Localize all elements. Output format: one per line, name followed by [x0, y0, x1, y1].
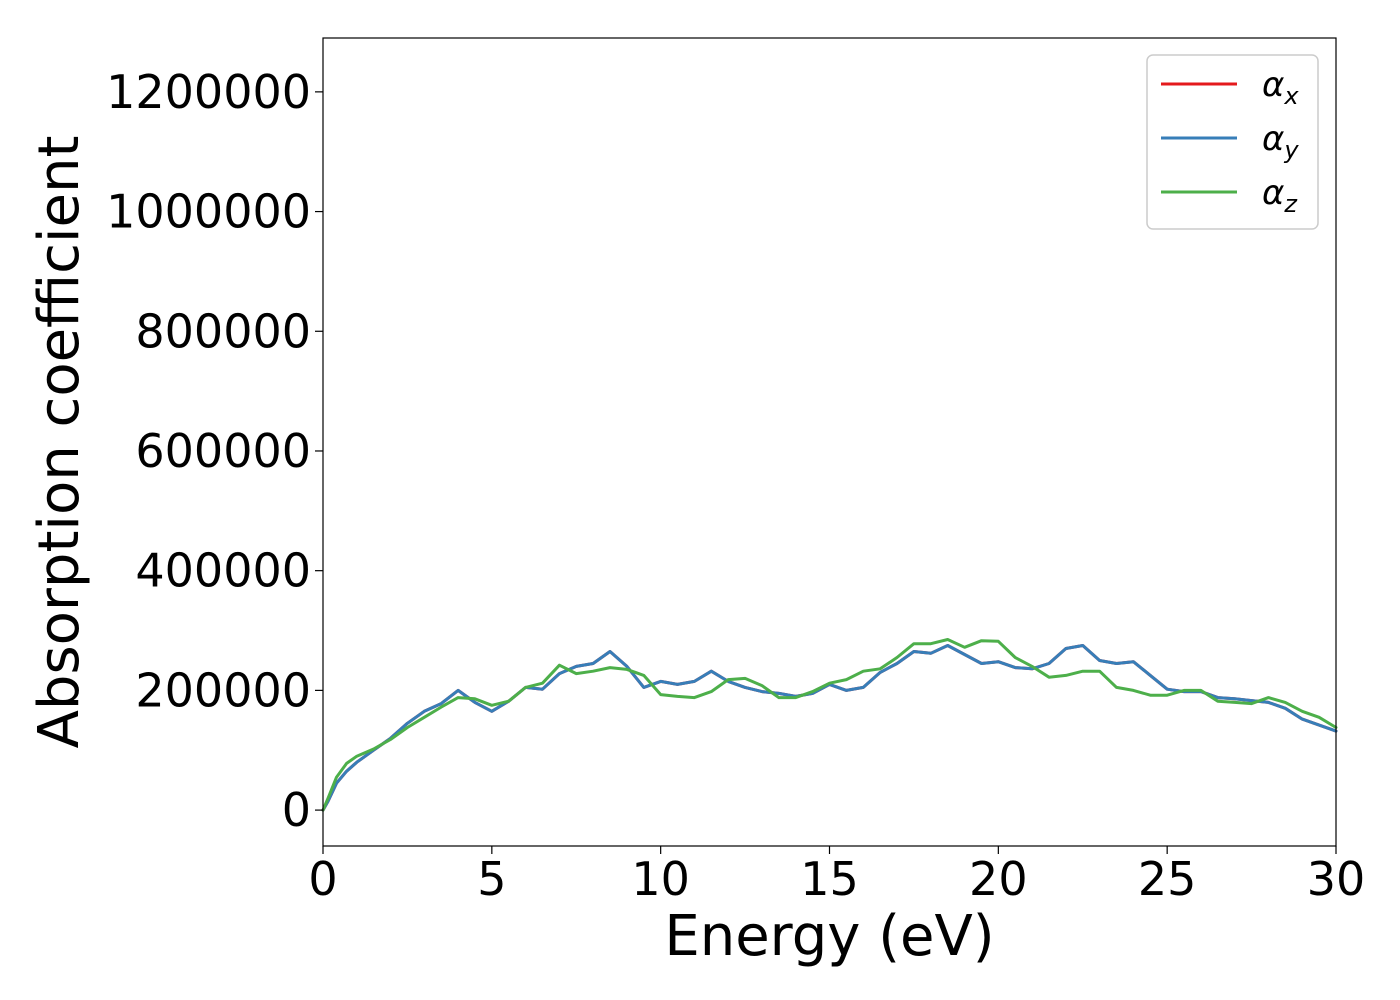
y-tick-label: 400000	[135, 544, 311, 598]
y-axis-title: Absorption coefficient	[27, 136, 92, 749]
y-tick-label: 200000	[135, 663, 311, 717]
x-tick-label: 25	[1138, 852, 1197, 906]
y-tick-label: 1000000	[106, 185, 311, 239]
y-tick-label: 1200000	[106, 65, 311, 119]
x-tick-label: 15	[800, 852, 859, 906]
y-tick-label: 600000	[135, 424, 311, 478]
series-line-alpha-z	[321, 638, 1338, 812]
y-tick-label: 800000	[135, 304, 311, 358]
x-tick-label: 10	[631, 852, 690, 906]
legend: αx αy αz	[1146, 54, 1319, 230]
legend-label: αy	[1262, 119, 1299, 164]
x-axis-title: Energy (eV)	[664, 904, 994, 969]
x-tick-label: 5	[477, 852, 506, 906]
y-axis: 0 200000 400000 600000 800000 1000000 1200000	[106, 65, 323, 837]
legend-label: αz	[1262, 173, 1298, 218]
legend-entry-alpha-x: αx	[1161, 65, 1299, 110]
x-tick-label: 20	[969, 852, 1028, 906]
x-tick-label: 30	[1307, 852, 1366, 906]
x-axis: 0 5 10 15 20 25 30	[308, 846, 1365, 906]
legend-frame	[1146, 54, 1319, 230]
series-layer	[321, 638, 1338, 812]
x-tick-label: 0	[308, 852, 337, 906]
legend-entry-alpha-y: αy	[1161, 119, 1299, 164]
y-tick-label: 0	[282, 783, 311, 837]
legend-label: αx	[1262, 65, 1299, 110]
legend-entry-alpha-z: αz	[1161, 173, 1298, 218]
series-line-alpha-y	[321, 644, 1338, 812]
